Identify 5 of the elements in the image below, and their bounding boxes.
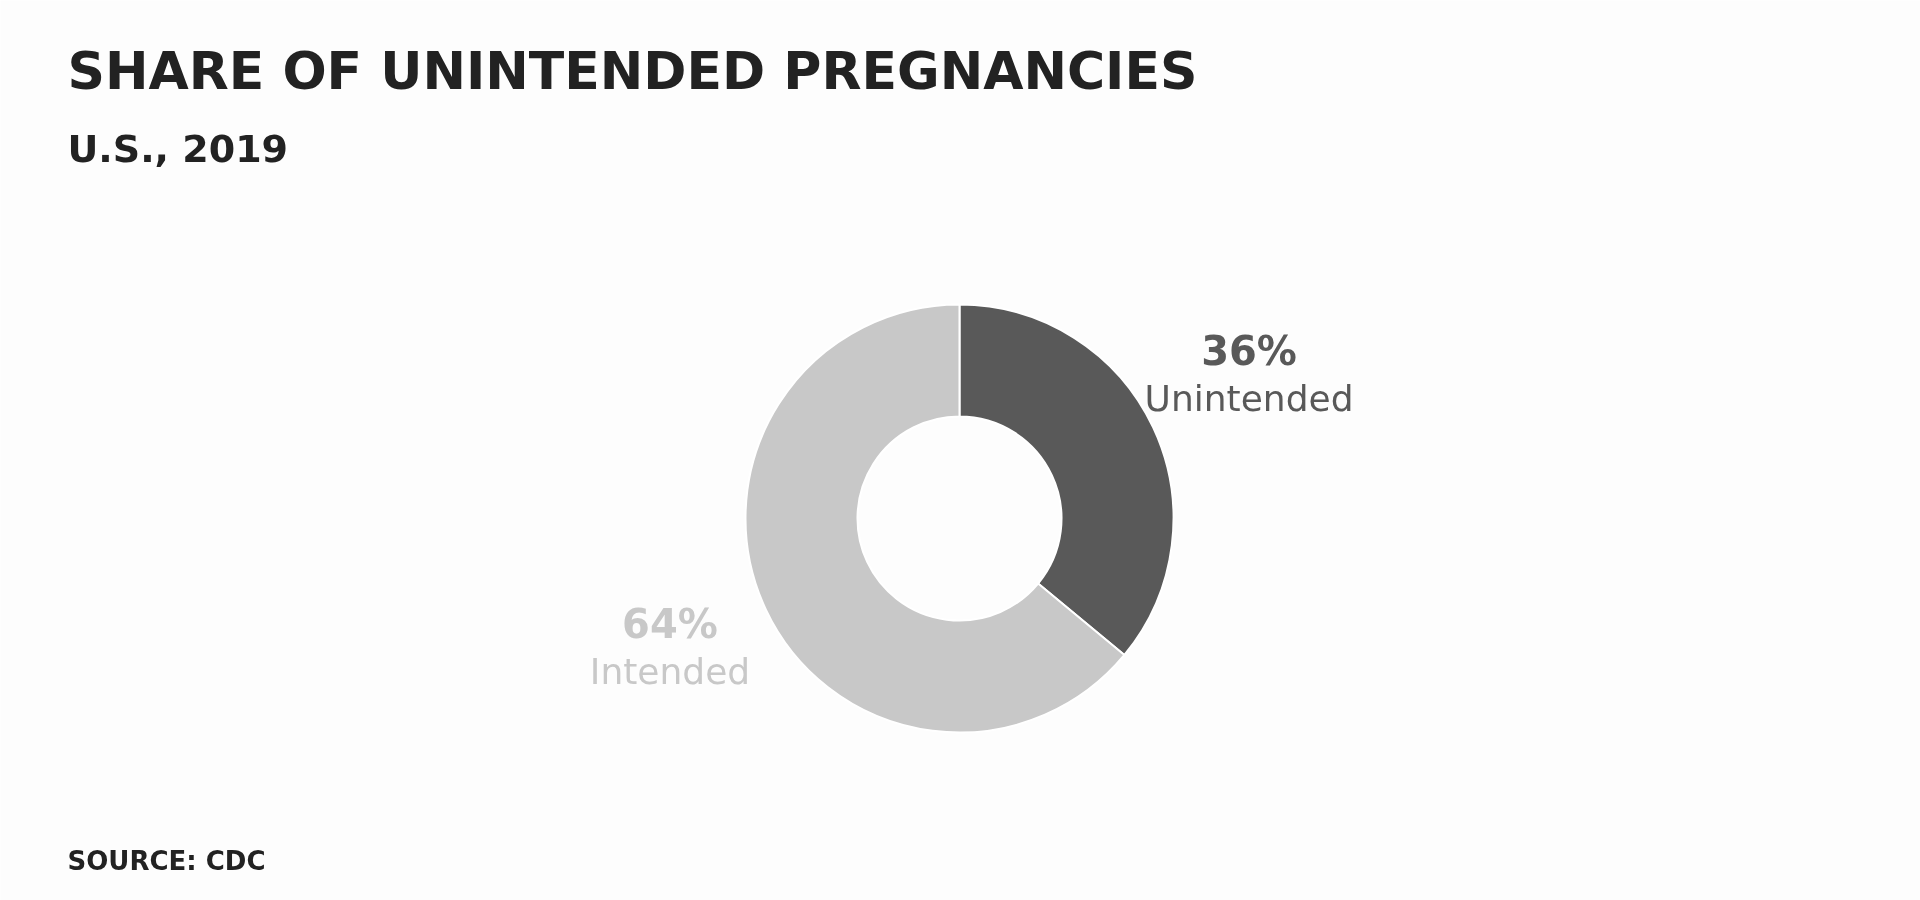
slice-label: Unintended bbox=[1144, 378, 1354, 420]
data-label: 36% bbox=[1201, 328, 1297, 375]
source-note: SOURCE: CDC bbox=[67, 845, 266, 876]
chart-title: SHARE OF UNINTENDED PREGNANCIES bbox=[67, 40, 1198, 101]
text: U.S., 2019 bbox=[67, 126, 289, 171]
